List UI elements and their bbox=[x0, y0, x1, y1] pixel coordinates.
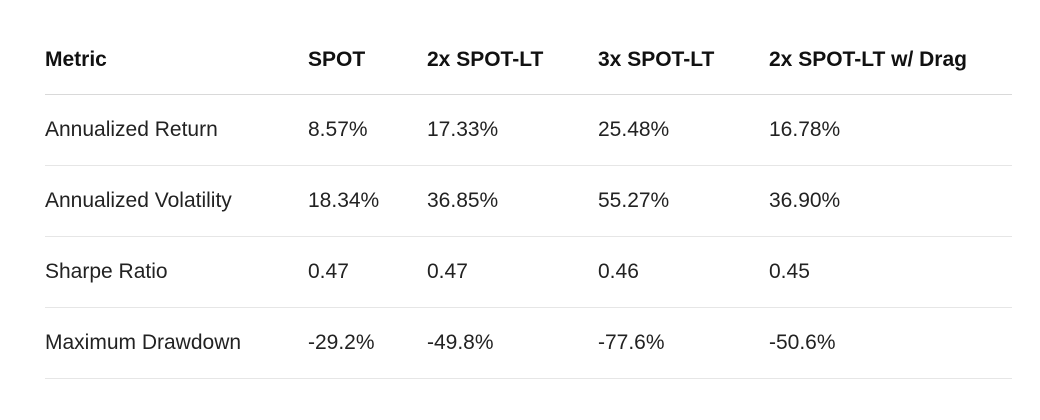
row-label: Maximum Drawdown bbox=[45, 307, 308, 379]
table-cell: -49.8% bbox=[427, 307, 598, 379]
table-cell: 0.47 bbox=[427, 236, 598, 308]
metrics-table-container: Metric SPOT 2x SPOT-LT 3x SPOT-LT 2x SPO… bbox=[45, 26, 1012, 379]
table-cell: 16.78% bbox=[769, 94, 1012, 166]
table-cell: 36.85% bbox=[427, 165, 598, 237]
table-cell: 8.57% bbox=[308, 94, 427, 166]
header-cell-3x-spot-lt: 3x SPOT-LT bbox=[598, 26, 769, 95]
table-row: Sharpe Ratio 0.47 0.47 0.46 0.45 bbox=[45, 236, 1012, 308]
header-cell-2x-spot-lt-drag: 2x SPOT-LT w/ Drag bbox=[769, 26, 1012, 95]
table-row: Annualized Return 8.57% 17.33% 25.48% 16… bbox=[45, 94, 1012, 166]
table-cell: -50.6% bbox=[769, 307, 1012, 379]
table-cell: 18.34% bbox=[308, 165, 427, 237]
table-cell: -29.2% bbox=[308, 307, 427, 379]
header-cell-spot: SPOT bbox=[308, 26, 427, 95]
table-cell: 25.48% bbox=[598, 94, 769, 166]
header-cell-2x-spot-lt: 2x SPOT-LT bbox=[427, 26, 598, 95]
header-cell-metric: Metric bbox=[45, 26, 308, 95]
metrics-table: Metric SPOT 2x SPOT-LT 3x SPOT-LT 2x SPO… bbox=[45, 26, 1012, 379]
table-row: Annualized Volatility 18.34% 36.85% 55.2… bbox=[45, 165, 1012, 237]
row-label: Sharpe Ratio bbox=[45, 236, 308, 308]
table-body: Annualized Return 8.57% 17.33% 25.48% 16… bbox=[45, 94, 1012, 379]
table-cell: 36.90% bbox=[769, 165, 1012, 237]
table-cell: 0.47 bbox=[308, 236, 427, 308]
table-cell: 55.27% bbox=[598, 165, 769, 237]
table-row: Maximum Drawdown -29.2% -49.8% -77.6% -5… bbox=[45, 307, 1012, 379]
table-cell: 17.33% bbox=[427, 94, 598, 166]
table-cell: -77.6% bbox=[598, 307, 769, 379]
header-row: Metric SPOT 2x SPOT-LT 3x SPOT-LT 2x SPO… bbox=[45, 26, 1012, 95]
table-cell: 0.46 bbox=[598, 236, 769, 308]
row-label: Annualized Return bbox=[45, 94, 308, 166]
row-label: Annualized Volatility bbox=[45, 165, 308, 237]
table-cell: 0.45 bbox=[769, 236, 1012, 308]
table-header: Metric SPOT 2x SPOT-LT 3x SPOT-LT 2x SPO… bbox=[45, 26, 1012, 95]
